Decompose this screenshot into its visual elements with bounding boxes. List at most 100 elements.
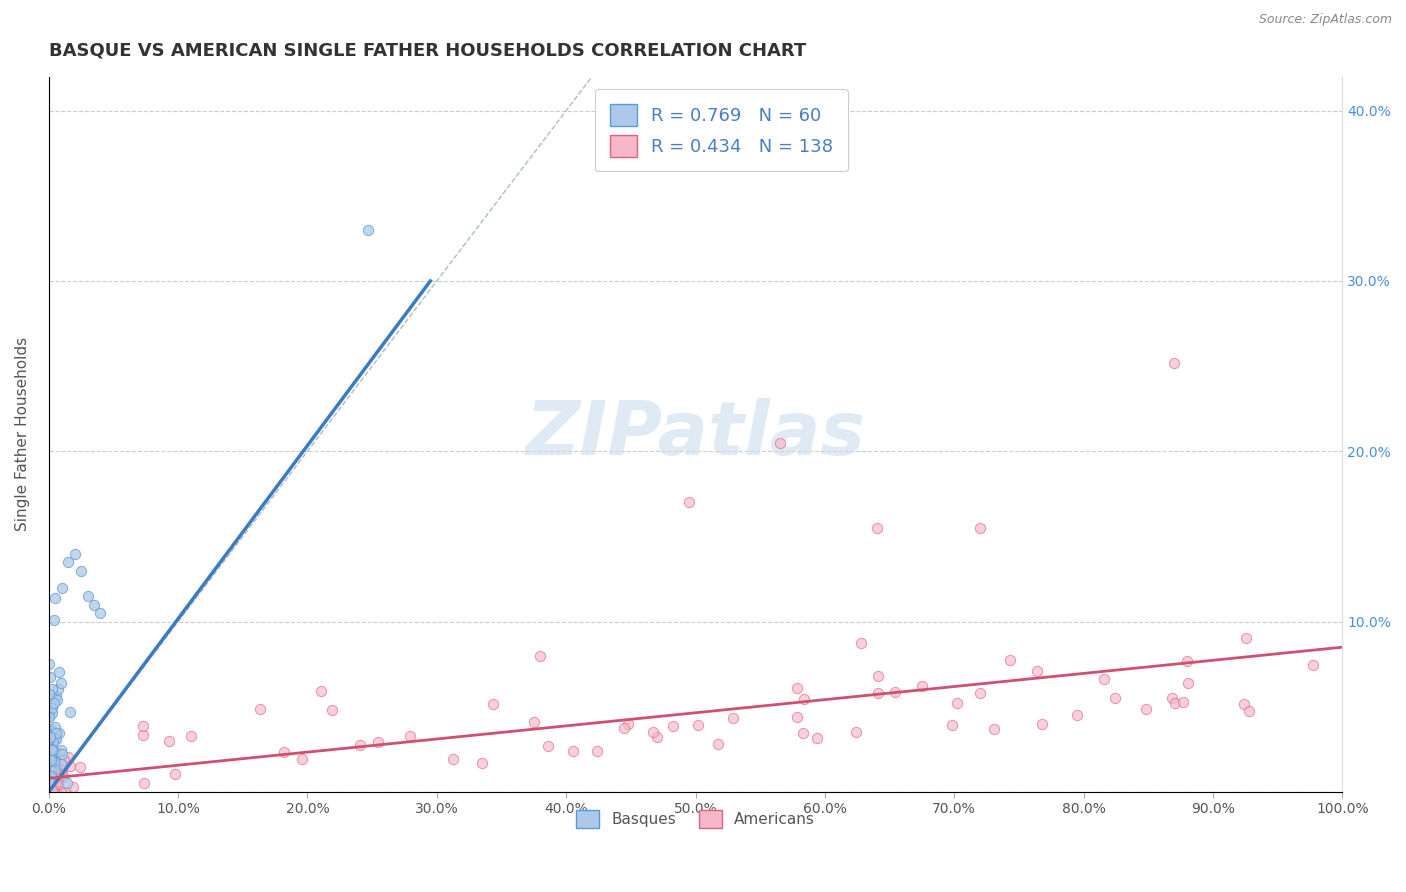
- Point: [58, 705, 80, 719]
- Point: [39, 753, 62, 767]
- Point: [157, 733, 180, 747]
- Point: [616, 716, 638, 731]
- Point: [165, 766, 187, 780]
- Point: [49, 784, 72, 798]
- Point: [70, 564, 93, 578]
- Point: [941, 717, 963, 731]
- Point: [59, 759, 82, 773]
- Point: [180, 729, 202, 743]
- Point: [1092, 672, 1115, 686]
- Point: [1233, 697, 1256, 711]
- Point: [41, 765, 63, 780]
- Point: [41, 700, 63, 714]
- Point: [46, 777, 69, 791]
- Point: [48, 726, 70, 740]
- Point: [969, 521, 991, 535]
- Point: [51, 764, 73, 778]
- Point: [367, 734, 389, 748]
- Point: [1302, 657, 1324, 672]
- Point: [49, 757, 72, 772]
- Point: [45, 770, 67, 784]
- Point: [44, 775, 66, 789]
- Point: [357, 223, 380, 237]
- Point: [132, 728, 155, 742]
- Point: [706, 737, 728, 751]
- Point: [41, 700, 63, 714]
- Point: [39, 774, 62, 789]
- Point: [45, 780, 67, 794]
- Point: [39, 761, 62, 775]
- Point: [998, 653, 1021, 667]
- Point: [44, 762, 66, 776]
- Point: [41, 782, 63, 797]
- Point: [44, 777, 66, 791]
- Point: [471, 756, 494, 770]
- Point: [51, 747, 73, 761]
- Point: [42, 749, 65, 764]
- Point: [44, 591, 66, 606]
- Point: [39, 762, 62, 776]
- Point: [42, 696, 65, 710]
- Point: [38, 732, 60, 747]
- Point: [44, 746, 66, 760]
- Point: [56, 750, 79, 764]
- Point: [792, 726, 814, 740]
- Point: [42, 760, 65, 774]
- Point: [38, 750, 60, 764]
- Point: [678, 495, 700, 509]
- Point: [946, 696, 969, 710]
- Point: [645, 730, 668, 744]
- Point: [309, 683, 332, 698]
- Point: [868, 669, 890, 683]
- Point: [48, 746, 70, 760]
- Point: [1066, 707, 1088, 722]
- Point: [291, 752, 314, 766]
- Y-axis label: Single Father Households: Single Father Households: [15, 337, 30, 532]
- Point: [786, 710, 808, 724]
- Point: [46, 681, 69, 696]
- Point: [865, 521, 887, 535]
- Point: [44, 731, 66, 746]
- Point: [69, 759, 91, 773]
- Point: [39, 782, 62, 797]
- Point: [273, 745, 295, 759]
- Point: [41, 740, 63, 755]
- Point: [39, 749, 62, 764]
- Point: [39, 698, 62, 713]
- Point: [39, 769, 62, 783]
- Point: [586, 744, 609, 758]
- Point: [41, 750, 63, 764]
- Point: [38, 782, 60, 797]
- Point: [45, 771, 67, 785]
- Point: [49, 765, 72, 780]
- Point: [42, 783, 65, 797]
- Point: [62, 780, 84, 794]
- Point: [46, 692, 69, 706]
- Point: [612, 721, 634, 735]
- Point: [42, 774, 65, 789]
- Point: [39, 784, 62, 798]
- Point: [529, 648, 551, 663]
- Point: [51, 581, 73, 595]
- Point: [55, 784, 77, 798]
- Point: [41, 776, 63, 790]
- Point: [41, 772, 63, 787]
- Point: [89, 606, 111, 620]
- Point: [1164, 696, 1187, 710]
- Point: [38, 657, 60, 671]
- Point: [83, 598, 105, 612]
- Point: [42, 748, 65, 763]
- Point: [38, 731, 60, 745]
- Point: [38, 759, 60, 773]
- Point: [39, 772, 62, 787]
- Point: [38, 729, 60, 743]
- Point: [562, 744, 585, 758]
- Point: [398, 729, 420, 743]
- Point: [39, 723, 62, 738]
- Point: [349, 738, 371, 752]
- Point: [1031, 717, 1053, 731]
- Point: [911, 679, 934, 693]
- Point: [48, 665, 70, 680]
- Point: [41, 779, 63, 793]
- Point: [793, 691, 815, 706]
